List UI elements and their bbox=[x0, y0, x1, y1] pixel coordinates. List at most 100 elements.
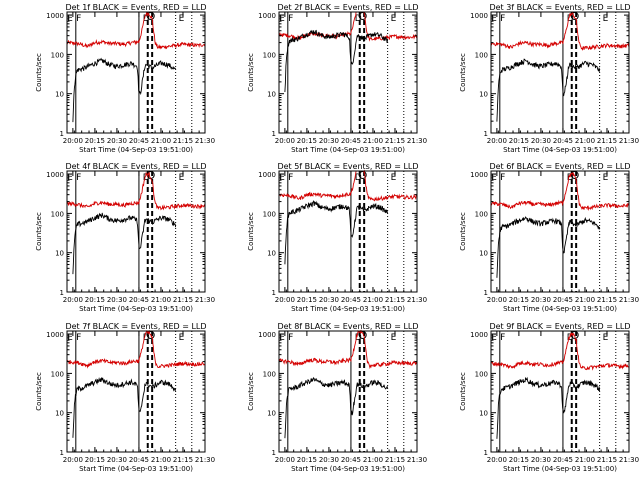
marker-label: E bbox=[179, 173, 185, 183]
lld-series-line bbox=[278, 169, 417, 202]
events-series-line bbox=[284, 29, 389, 93]
marker-label: D bbox=[143, 173, 150, 183]
x-tick-label: 20:45 bbox=[553, 456, 573, 464]
y-axis-label: Counts/sec bbox=[459, 212, 467, 251]
marker-label: E bbox=[67, 333, 73, 343]
y-axis-label: Counts/sec bbox=[247, 53, 255, 92]
marker-label: E bbox=[491, 14, 497, 24]
x-tick-label: 21:30 bbox=[619, 296, 639, 304]
y-tick-label: 100 bbox=[51, 370, 64, 378]
marker-label: D bbox=[143, 333, 150, 343]
panel-title: Det 8f BLACK = Events, RED = LLD bbox=[277, 322, 418, 331]
x-tick-label: 20:15 bbox=[509, 296, 529, 304]
marker-label: E bbox=[179, 14, 185, 24]
x-tick-label: 20:15 bbox=[85, 296, 105, 304]
y-axis-label: Counts/sec bbox=[247, 372, 255, 411]
events-series-line bbox=[496, 216, 601, 278]
x-tick-label: 20:00 bbox=[487, 137, 507, 145]
panel-title: Det 5f BLACK = Events, RED = LLD bbox=[277, 162, 418, 171]
y-tick-label: 1 bbox=[484, 449, 488, 457]
x-tick-label: 20:45 bbox=[553, 137, 573, 145]
y-tick-label: 100 bbox=[475, 210, 488, 218]
x-tick-label: 21:15 bbox=[385, 137, 405, 145]
y-axis-label: Counts/sec bbox=[35, 53, 43, 92]
x-tick-label: 20:30 bbox=[107, 456, 127, 464]
y-tick-label: 10 bbox=[267, 250, 276, 258]
x-tick-label: 20:00 bbox=[63, 137, 83, 145]
y-tick-label: 10 bbox=[479, 91, 488, 99]
marker-label: F bbox=[500, 333, 505, 343]
lld-series-line bbox=[278, 11, 418, 42]
marker-label: E bbox=[491, 333, 497, 343]
x-tick-label: 20:45 bbox=[129, 456, 149, 464]
x-tick-label: 20:45 bbox=[129, 296, 149, 304]
marker-label: E bbox=[603, 333, 609, 343]
x-tick-label: 20:15 bbox=[297, 456, 317, 464]
x-tick-label: 21:00 bbox=[575, 456, 595, 464]
panel-title: Det 4f BLACK = Events, RED = LLD bbox=[65, 162, 206, 171]
x-tick-label: 20:00 bbox=[275, 456, 295, 464]
lld-series-line bbox=[66, 329, 206, 369]
x-axis-label: Start Time (04-Sep-03 19:51:00) bbox=[291, 465, 405, 473]
x-tick-label: 20:30 bbox=[531, 456, 551, 464]
marker-label: E bbox=[491, 173, 497, 183]
x-tick-label: 21:15 bbox=[173, 296, 193, 304]
x-tick-label: 21:15 bbox=[385, 296, 405, 304]
x-axis-label: Start Time (04-Sep-03 19:51:00) bbox=[79, 305, 193, 313]
x-tick-label: 20:00 bbox=[63, 456, 83, 464]
x-tick-label: 20:00 bbox=[487, 296, 507, 304]
x-tick-label: 20:00 bbox=[63, 296, 83, 304]
y-tick-label: 100 bbox=[263, 370, 276, 378]
marker-label: F bbox=[76, 14, 81, 24]
x-tick-label: 21:00 bbox=[151, 137, 171, 145]
x-tick-label: 20:30 bbox=[107, 296, 127, 304]
y-tick-label: 100 bbox=[263, 51, 276, 59]
x-tick-label: 20:30 bbox=[531, 296, 551, 304]
x-tick-label: 21:15 bbox=[173, 456, 193, 464]
events-series-line bbox=[496, 58, 601, 122]
x-tick-label: 21:30 bbox=[195, 137, 215, 145]
x-tick-label: 20:45 bbox=[129, 137, 149, 145]
y-axis-label: Counts/sec bbox=[459, 53, 467, 92]
x-tick-label: 21:30 bbox=[195, 296, 215, 304]
y-tick-label: 1000 bbox=[46, 12, 64, 20]
y-tick-label: 10 bbox=[55, 250, 64, 258]
marker-label: E bbox=[391, 333, 397, 343]
marker-label: E bbox=[279, 14, 285, 24]
panel-title: Det 7f BLACK = Events, RED = LLD bbox=[65, 322, 206, 331]
x-tick-label: 20:15 bbox=[297, 296, 317, 304]
marker-label: F bbox=[76, 173, 81, 183]
marker-label: D bbox=[567, 14, 574, 24]
lld-series-line bbox=[490, 172, 630, 212]
x-axis-label: Start Time (04-Sep-03 19:51:00) bbox=[291, 146, 405, 154]
panel-title: Det 2f BLACK = Events, RED = LLD bbox=[277, 3, 418, 12]
x-tick-label: 20:30 bbox=[531, 137, 551, 145]
marker-label: E bbox=[67, 173, 73, 183]
axes-frame bbox=[66, 11, 206, 134]
x-tick-label: 20:45 bbox=[341, 137, 361, 145]
lld-series-line bbox=[279, 329, 418, 370]
marker-label: D bbox=[567, 333, 574, 343]
x-tick-label: 21:30 bbox=[407, 456, 427, 464]
y-tick-label: 10 bbox=[55, 410, 64, 418]
x-tick-label: 20:15 bbox=[509, 137, 529, 145]
x-tick-label: 20:00 bbox=[275, 296, 295, 304]
lld-series-line bbox=[490, 332, 630, 371]
axes-frame bbox=[278, 330, 418, 453]
x-tick-label: 21:00 bbox=[575, 296, 595, 304]
panel-title: Det 1f BLACK = Events, RED = LLD bbox=[65, 3, 206, 12]
marker-label: D bbox=[567, 173, 574, 183]
y-tick-label: 10 bbox=[267, 410, 276, 418]
marker-label: E bbox=[179, 333, 185, 343]
x-tick-label: 20:45 bbox=[553, 296, 573, 304]
x-axis-label: Start Time (04-Sep-03 19:51:00) bbox=[291, 305, 405, 313]
axes-frame bbox=[66, 170, 206, 293]
marker-label: E bbox=[391, 14, 397, 24]
axes-frame bbox=[490, 11, 630, 134]
marker-label: F bbox=[500, 173, 505, 183]
axes-frame bbox=[66, 330, 206, 453]
